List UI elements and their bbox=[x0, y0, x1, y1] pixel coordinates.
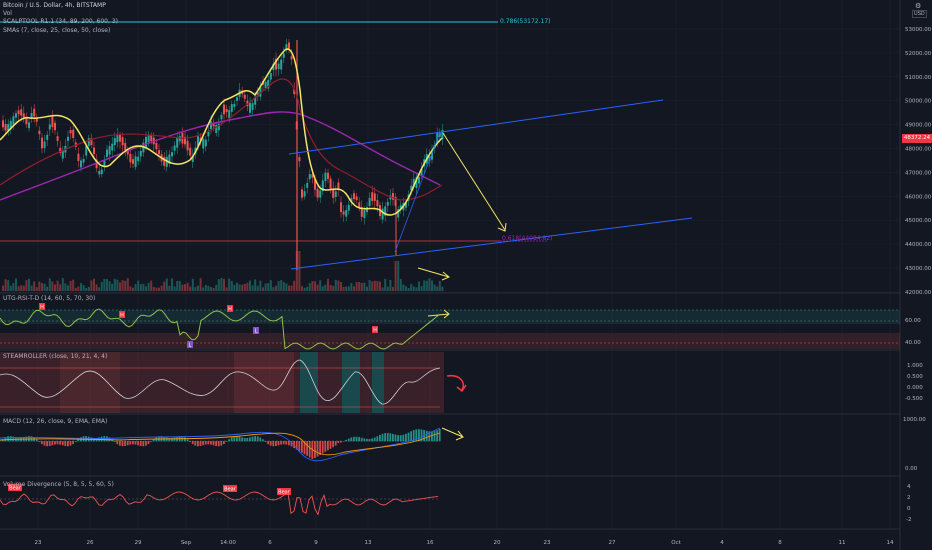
steamroller-arrow[interactable] bbox=[446, 374, 467, 393]
symbol-title[interactable]: Bitcoin / U.S. Dollar, 4h, BITSTAMP bbox=[3, 2, 106, 9]
sma-25-line bbox=[0, 78, 443, 201]
time-axis-label: 13 bbox=[365, 540, 372, 546]
settings-icon[interactable]: ⚙ bbox=[915, 3, 922, 10]
price-axis-label: 47000.00 bbox=[905, 170, 932, 176]
steamroller-line bbox=[0, 359, 441, 405]
smas-legend[interactable]: SMAs (7, close, 25, close, 50, close) bbox=[3, 27, 111, 34]
volume-divergence-line bbox=[0, 491, 439, 516]
vdiv-axis-2: 2 bbox=[907, 495, 911, 501]
time-axis-label: Oct bbox=[671, 540, 681, 546]
vdiv-axis-0: 0 bbox=[907, 506, 911, 512]
macd-histogram bbox=[2, 428, 441, 459]
fib-top-label: 0.786(53172.17) bbox=[500, 18, 551, 25]
price-axis-label: 43000.00 bbox=[905, 266, 932, 272]
steam-axis-05: 0.500 bbox=[907, 374, 923, 380]
volume-divergence-title[interactable]: Volume Divergence (5, 8, 5, 5, 60, 5) bbox=[3, 481, 114, 488]
time-axis-label: 4 bbox=[720, 540, 724, 546]
rsi-high-marker-label: H bbox=[373, 328, 377, 334]
price-axis-label: 49000.00 bbox=[905, 123, 932, 129]
time-axis-label: 27 bbox=[609, 540, 616, 546]
steam-axis-1: 1.000 bbox=[907, 363, 923, 369]
steam-axis-0: 0.000 bbox=[907, 385, 923, 391]
time-axis-label: 14 bbox=[887, 540, 894, 546]
channel-upper-line[interactable] bbox=[288, 99, 664, 155]
fib-mid-label: 0.618(44084.82) bbox=[502, 235, 553, 242]
price-axis-label: 53000.00 bbox=[905, 27, 932, 33]
currency-label[interactable]: USD bbox=[912, 10, 927, 18]
sma-7-line bbox=[0, 48, 443, 216]
bear-marker bbox=[8, 484, 22, 491]
time-axis-label: 23 bbox=[544, 540, 551, 546]
price-axis-label: 45000.00 bbox=[905, 218, 932, 224]
price-axis-label: 51000.00 bbox=[905, 75, 932, 81]
macd-axis-0: 0.00 bbox=[905, 466, 918, 472]
sma-50-line bbox=[0, 111, 441, 201]
projection-arrow[interactable] bbox=[442, 132, 507, 232]
time-axis-label: 26 bbox=[87, 540, 94, 546]
vol-legend[interactable]: Vol bbox=[3, 10, 12, 17]
rsi-high-marker-label: H bbox=[120, 313, 124, 319]
bear-marker bbox=[277, 488, 291, 495]
rsi-high-marker bbox=[372, 326, 378, 333]
rsi-high-marker bbox=[39, 303, 45, 310]
price-axis-label: 44000.00 bbox=[905, 242, 932, 248]
time-axis-label: 16 bbox=[427, 540, 434, 546]
candlesticks bbox=[2, 38, 444, 270]
rsi-title[interactable]: UTG-RSI-T-D (14, 60, 5, 70, 30) bbox=[3, 295, 96, 302]
bear-marker bbox=[223, 485, 237, 492]
rsi-low-marker-label: L bbox=[255, 329, 258, 335]
rsi-low-marker bbox=[253, 327, 259, 334]
rsi-high-marker-label: H bbox=[228, 307, 232, 313]
price-axis-label: 48000.00 bbox=[905, 147, 932, 153]
macd-arrow[interactable] bbox=[441, 427, 464, 441]
rsi-axis-60: 60.00 bbox=[905, 318, 921, 324]
macd-title[interactable]: MACD (12, 26, close, 9, EMA, EMA) bbox=[3, 418, 108, 425]
steam-axis-neg05: -0.500 bbox=[905, 396, 923, 402]
time-axis-label: 11 bbox=[839, 540, 846, 546]
time-axis-label: 14:00 bbox=[220, 540, 236, 546]
price-axis-label: 46000.00 bbox=[905, 194, 932, 200]
vdiv-axis-neg2: -2 bbox=[906, 517, 912, 523]
price-axis-label: 52000.00 bbox=[905, 51, 932, 57]
time-axis-label: 29 bbox=[135, 540, 142, 546]
macd-axis-1000: 1000.00 bbox=[903, 417, 926, 423]
trend-line[interactable] bbox=[394, 131, 441, 253]
scalptool-legend[interactable]: SCALPTOOL R1.1 (34, 89, 200, 600, 3) bbox=[3, 18, 118, 25]
time-axis-label: 23 bbox=[35, 540, 42, 546]
vdiv-axis-4: 4 bbox=[907, 484, 911, 490]
rsi-low-marker-label: L bbox=[189, 343, 192, 349]
price-axis-label: 50000.00 bbox=[905, 99, 932, 105]
rsi-line bbox=[0, 308, 439, 350]
signal-line bbox=[0, 432, 441, 456]
bear-marker-label: Bear bbox=[278, 490, 291, 496]
rsi-high-marker-label: H bbox=[40, 305, 44, 311]
channel-lower-line[interactable] bbox=[290, 217, 693, 270]
last-price-tag: 48372.24 bbox=[902, 134, 932, 143]
bear-marker-label: Bear bbox=[9, 486, 22, 492]
rsi-low-marker bbox=[187, 341, 193, 348]
steamroller-title[interactable]: STEAMROLLER (close, 10, 21, 4, 4) bbox=[3, 353, 108, 360]
time-axis-label: 6 bbox=[268, 540, 272, 546]
time-axis-label: 8 bbox=[778, 540, 782, 546]
rsi-arrow[interactable] bbox=[427, 309, 450, 319]
time-axis-label: Sep bbox=[181, 540, 192, 546]
time-axis-label: 9 bbox=[314, 540, 318, 546]
rsi-axis-40: 40.00 bbox=[905, 340, 921, 346]
rsi-high-marker bbox=[227, 305, 233, 312]
volume-arrow[interactable] bbox=[417, 267, 450, 281]
price-axis-label: 42000.00 bbox=[905, 290, 932, 296]
bear-marker-label: Bear bbox=[224, 487, 237, 493]
rsi-high-marker bbox=[119, 311, 125, 318]
time-axis-label: 20 bbox=[494, 540, 501, 546]
volume-bars bbox=[2, 251, 444, 291]
macd-line bbox=[0, 427, 441, 462]
